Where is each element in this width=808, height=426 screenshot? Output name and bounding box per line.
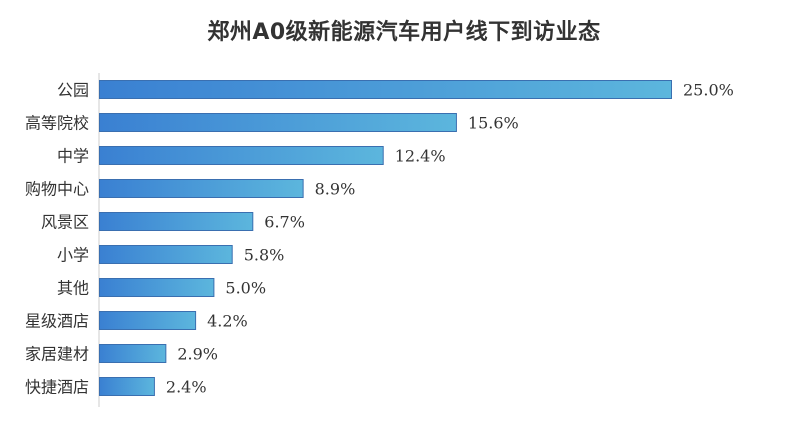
- category-label: 购物中心: [25, 180, 89, 199]
- data-label: 6.7%: [264, 213, 305, 232]
- data-label: 5.0%: [225, 279, 266, 298]
- data-label: 5.8%: [244, 246, 285, 265]
- category-label: 风景区: [41, 213, 89, 232]
- data-label: 4.2%: [207, 312, 248, 331]
- data-label: 12.4%: [395, 147, 446, 166]
- data-label: 15.6%: [468, 114, 519, 133]
- bar: [99, 113, 457, 132]
- chart-title: 郑州A0级新能源汽车用户线下到访业态: [207, 20, 601, 45]
- category-label: 中学: [57, 147, 89, 166]
- bar: [99, 245, 233, 264]
- bar: [99, 146, 384, 165]
- category-label: 高等院校: [25, 114, 89, 133]
- data-label: 2.4%: [166, 378, 207, 397]
- category-label: 星级酒店: [25, 312, 89, 331]
- category-label: 其他: [57, 279, 89, 298]
- bar: [99, 311, 197, 330]
- bar: [99, 344, 167, 363]
- bar: [99, 377, 155, 396]
- category-label: 小学: [57, 246, 89, 265]
- data-label: 8.9%: [315, 180, 356, 199]
- bar: [99, 80, 672, 99]
- bar: [99, 179, 304, 198]
- data-label: 2.9%: [177, 345, 218, 364]
- category-label: 快捷酒店: [25, 378, 89, 397]
- category-label: 公园: [57, 81, 89, 100]
- bar: [99, 212, 254, 231]
- data-label: 25.0%: [683, 81, 734, 100]
- bar: [99, 278, 215, 297]
- category-label: 家居建材: [25, 345, 89, 364]
